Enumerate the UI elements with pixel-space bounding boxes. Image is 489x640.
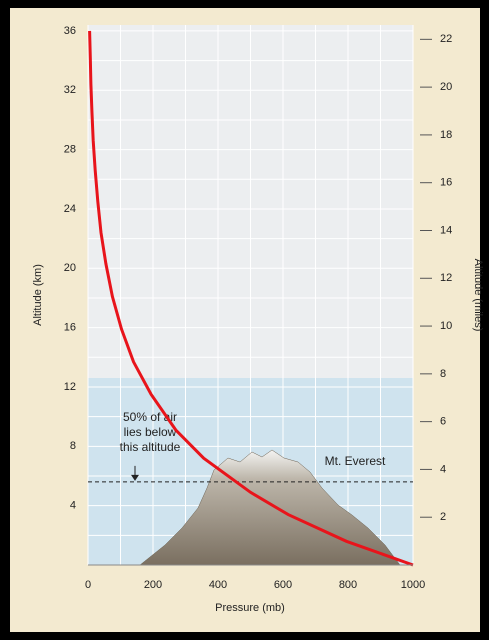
y-tick-label: 8 [70, 440, 76, 452]
x-tick-label: 200 [144, 579, 162, 591]
x-axis-title: Pressure (mb) [215, 602, 285, 614]
y-tick-label: 24 [64, 203, 76, 215]
y-tick-label: 32 [64, 84, 76, 96]
y-tick-label: 16 [64, 322, 76, 334]
y2-tick-label: 20 [440, 81, 452, 93]
everest-label: Mt. Everest [325, 454, 386, 468]
y2-tick-label: 16 [440, 177, 452, 189]
y2-tick-label: 10 [440, 320, 452, 332]
y2-tick-label: 4 [440, 463, 446, 475]
y2-tick-label: 18 [440, 129, 452, 141]
x-tick-label: 1000 [401, 579, 425, 591]
y-tick-label: 12 [64, 381, 76, 393]
y2-axis-title: Altitude (miles) [472, 259, 484, 332]
x-tick-label: 0 [85, 579, 91, 591]
reference-label: this altitude [120, 440, 181, 454]
y2-tick-label: 14 [440, 224, 452, 236]
y2-tick-label: 8 [440, 368, 446, 380]
y2-tick-label: 12 [440, 272, 452, 284]
y-tick-label: 36 [64, 25, 76, 37]
y-tick-label: 20 [64, 262, 76, 274]
x-tick-label: 600 [274, 579, 292, 591]
y2-tick-label: 22 [440, 33, 452, 45]
chart: 50% of airlies belowthis altitude Altitu… [0, 0, 489, 640]
y2-tick-label: 2 [440, 511, 446, 523]
y-tick-label: 4 [70, 500, 76, 512]
y2-tick-label: 6 [440, 416, 446, 428]
y-axis-title: Altitude (km) [32, 264, 44, 326]
x-tick-label: 800 [339, 579, 357, 591]
x-tick-label: 400 [209, 579, 227, 591]
y-tick-label: 28 [64, 144, 76, 156]
reference-label: lies below [124, 425, 177, 439]
